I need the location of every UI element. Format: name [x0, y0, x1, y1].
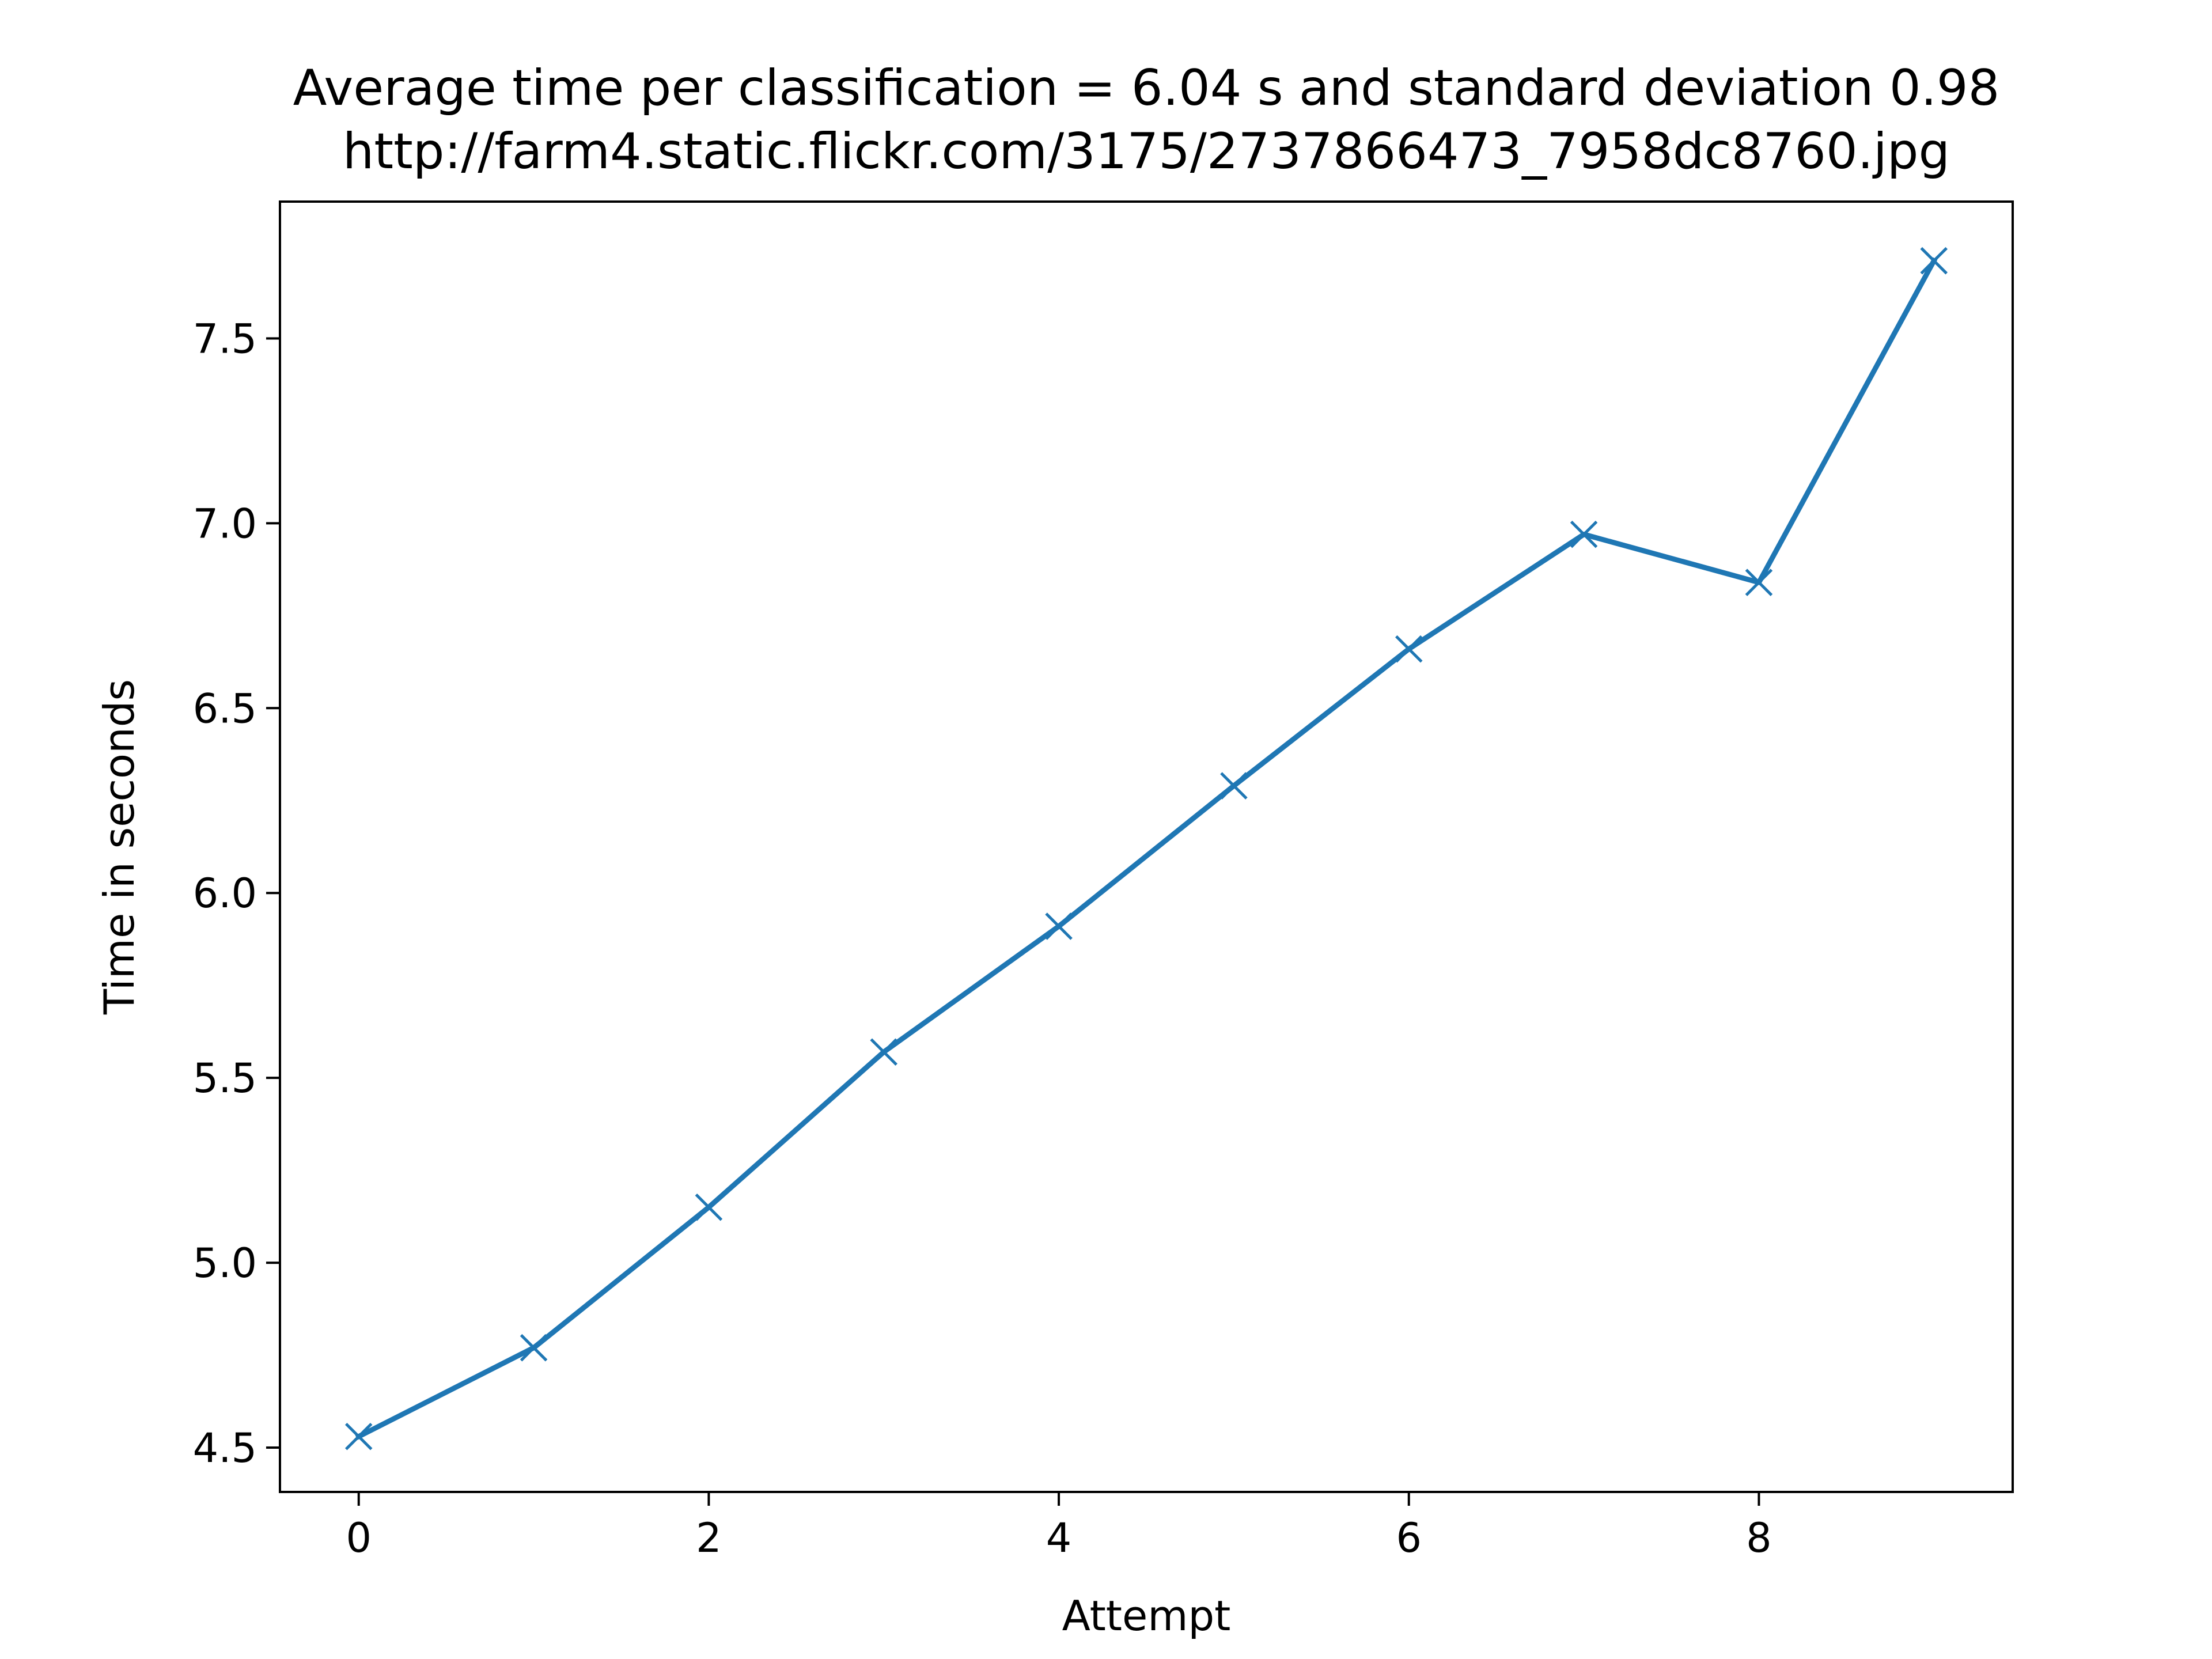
data-point-marker — [1920, 247, 1948, 275]
chart-subtitle: http://farm4.static.flickr.com/3175/2737… — [343, 123, 1950, 180]
marker-stroke — [870, 1038, 898, 1066]
data-point-marker — [1745, 569, 1773, 596]
marker-stroke — [1395, 635, 1423, 663]
marker-stroke — [1745, 569, 1773, 596]
y-tick-label: 6.5 — [193, 685, 257, 732]
x-axis-label: Attempt — [1062, 1592, 1231, 1640]
data-point-marker — [1045, 912, 1073, 940]
data-point-marker — [344, 1422, 373, 1450]
y-tick-label: 5.5 — [193, 1055, 257, 1102]
x-tick-label: 4 — [1046, 1514, 1072, 1562]
y-tick-label: 5.0 — [193, 1240, 257, 1287]
y-tick-label: 7.5 — [193, 315, 257, 362]
marker-stroke — [695, 1194, 723, 1221]
series-time — [344, 247, 1948, 1450]
data-point-marker — [870, 1038, 898, 1066]
y-axis-label: Time in seconds — [95, 679, 143, 1015]
x-tick-label: 8 — [1746, 1514, 1772, 1562]
marker-stroke — [520, 1334, 548, 1362]
data-point-marker — [1395, 635, 1423, 663]
x-tick-label: 6 — [1396, 1514, 1422, 1562]
marker-stroke — [344, 1422, 373, 1450]
y-tick-label: 6.0 — [193, 870, 257, 917]
data-point-marker — [1570, 520, 1598, 548]
y-axis-ticks: 4.5 5.0 5.5 6.0 6.5 7.0 7.5 — [193, 315, 280, 1472]
y-tick-label: 7.0 — [193, 500, 257, 547]
x-axis-ticks: 0 2 4 6 8 — [346, 1492, 1772, 1562]
series-line — [355, 257, 1938, 1440]
x-tick-label: 2 — [696, 1514, 722, 1562]
plot-area-frame — [279, 200, 2014, 1493]
chart-title: Average time per classification = 6.04 s… — [293, 59, 2000, 117]
data-point-marker — [520, 1334, 548, 1362]
data-point-marker — [1220, 772, 1248, 800]
marker-stroke — [1570, 520, 1598, 548]
marker-stroke — [1920, 247, 1948, 275]
marker-stroke — [1220, 772, 1248, 800]
y-tick-label: 4.5 — [193, 1425, 257, 1472]
data-point-marker — [695, 1194, 723, 1221]
marker-stroke — [1045, 912, 1073, 940]
x-tick-label: 0 — [346, 1514, 372, 1562]
